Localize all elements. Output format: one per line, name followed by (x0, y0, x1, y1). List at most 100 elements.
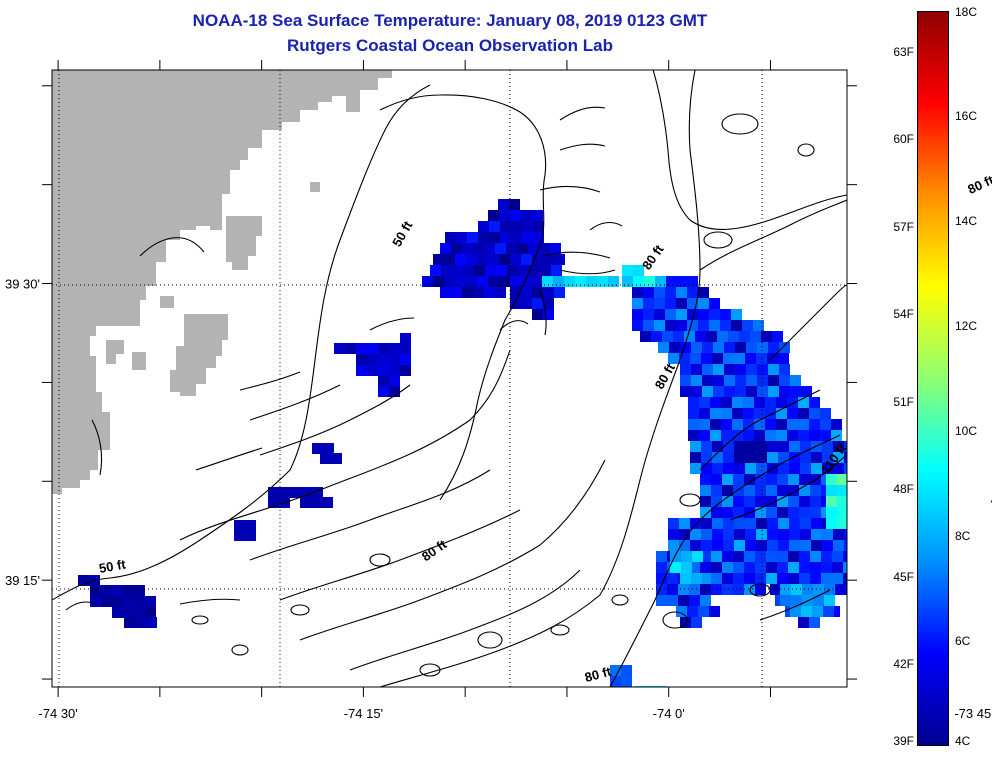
sst-pixel (728, 331, 739, 342)
bathymetry-contours (52, 70, 847, 687)
sst-pixel (645, 686, 656, 687)
sst-pixel (700, 584, 711, 595)
sst-pixel (755, 474, 766, 485)
sst-pixel (735, 364, 746, 375)
sst-pixel (684, 331, 695, 342)
sst-pixel (665, 287, 676, 298)
sst-pixel (757, 386, 768, 397)
sst-pixel (665, 309, 676, 320)
sst-pixel (539, 243, 550, 254)
sst-pixel (772, 331, 783, 342)
sst-pixel (702, 375, 713, 386)
contour-label: 80 ft (583, 663, 613, 685)
sst-pixel (844, 529, 847, 540)
sst-pixel (356, 354, 367, 365)
sst-pixel (731, 309, 742, 320)
sst-pixel (770, 584, 781, 595)
sst-pixel (809, 617, 820, 628)
sst-pixel (799, 485, 810, 496)
sst-pixel (575, 276, 586, 287)
sst-pixel (689, 562, 700, 573)
sst-pixel (667, 573, 678, 584)
sst-pixel (776, 397, 787, 408)
axis-labels: -74 30' -74 15' -74 0' -73 45' 39 30' 39 15' (5, 277, 992, 721)
map-title: NOAA-18 Sea Surface Temperature: January… (192, 11, 708, 30)
sst-pixel (744, 474, 755, 485)
sst-pixel (735, 375, 746, 386)
sst-pixel (444, 254, 455, 265)
sst-pixel (826, 474, 837, 485)
sst-pixel (735, 342, 746, 353)
sst-pixel (485, 265, 496, 276)
sst-pixel (688, 408, 699, 419)
sst-pixel (322, 497, 333, 508)
sst-pixel (670, 562, 681, 573)
sst-pixel (700, 496, 711, 507)
sst-pixel (761, 331, 772, 342)
sst-pixel (532, 287, 543, 298)
sst-pixel (691, 386, 702, 397)
sst-pixel (836, 584, 847, 595)
sst-pixel (451, 287, 462, 298)
sst-pixel (656, 573, 667, 584)
sst-pixel (245, 520, 256, 531)
sst-pixel (767, 540, 778, 551)
x-tick-label: -74 15' (344, 706, 383, 721)
sst-pixel (690, 463, 701, 474)
sst-pixel (123, 585, 134, 596)
sst-pixel (711, 507, 722, 518)
sst-pixel (713, 386, 724, 397)
sst-pixel (300, 497, 311, 508)
sst-pixel (744, 496, 755, 507)
sst-pixel (554, 254, 565, 265)
sst-pixel (743, 430, 754, 441)
sst-pixel (656, 686, 667, 687)
colorbar-fahrenheit-label: 48F (893, 482, 914, 497)
sst-pixel (430, 265, 441, 276)
sst-pixel (709, 298, 720, 309)
sst-pixel (754, 430, 765, 441)
sst-pixel (739, 331, 750, 342)
sst-pixel (724, 386, 735, 397)
colorbar-celsius-label: 4C (955, 734, 971, 748)
sst-pixel (777, 496, 788, 507)
sst-pixel (765, 397, 776, 408)
sst-pixel (710, 430, 721, 441)
sst-pixel (702, 342, 713, 353)
sst-pixel (709, 320, 720, 331)
sst-pixel (665, 320, 676, 331)
sst-pixel (681, 551, 692, 562)
sst-pixel (312, 487, 323, 498)
sst-pixel (688, 419, 699, 430)
sst-pixel (812, 606, 823, 617)
sst-pixel (540, 265, 551, 276)
sst-pixel (517, 243, 528, 254)
sst-pixel (656, 562, 667, 573)
sst-pixel (462, 243, 473, 254)
sst-pixel (734, 540, 745, 551)
sst-pixel (608, 276, 619, 287)
sst-pixel (676, 320, 687, 331)
sst-pixel (800, 441, 811, 452)
sst-pixel (551, 265, 562, 276)
sst-pixel (701, 353, 712, 364)
colorbar-fahrenheit-label: 60F (893, 132, 914, 147)
sst-pixel (124, 617, 135, 628)
sst-pixel (702, 386, 713, 397)
sst-pixel (622, 276, 633, 287)
sst-pixel (720, 320, 731, 331)
sst-pixel (820, 408, 831, 419)
sst-pixel (733, 507, 744, 518)
sst-pixel (643, 320, 654, 331)
sst-pixel (698, 298, 709, 309)
sst-pixel (500, 221, 511, 232)
sst-pixel (801, 606, 812, 617)
sst-pixel (811, 518, 822, 529)
sst-pixel (678, 595, 689, 606)
sst-pixel (323, 443, 334, 454)
sst-pixel (756, 463, 767, 474)
sst-pixel (777, 551, 788, 562)
sst-pixel (543, 287, 554, 298)
sst-pixel (787, 430, 798, 441)
sst-pixel (532, 254, 543, 265)
